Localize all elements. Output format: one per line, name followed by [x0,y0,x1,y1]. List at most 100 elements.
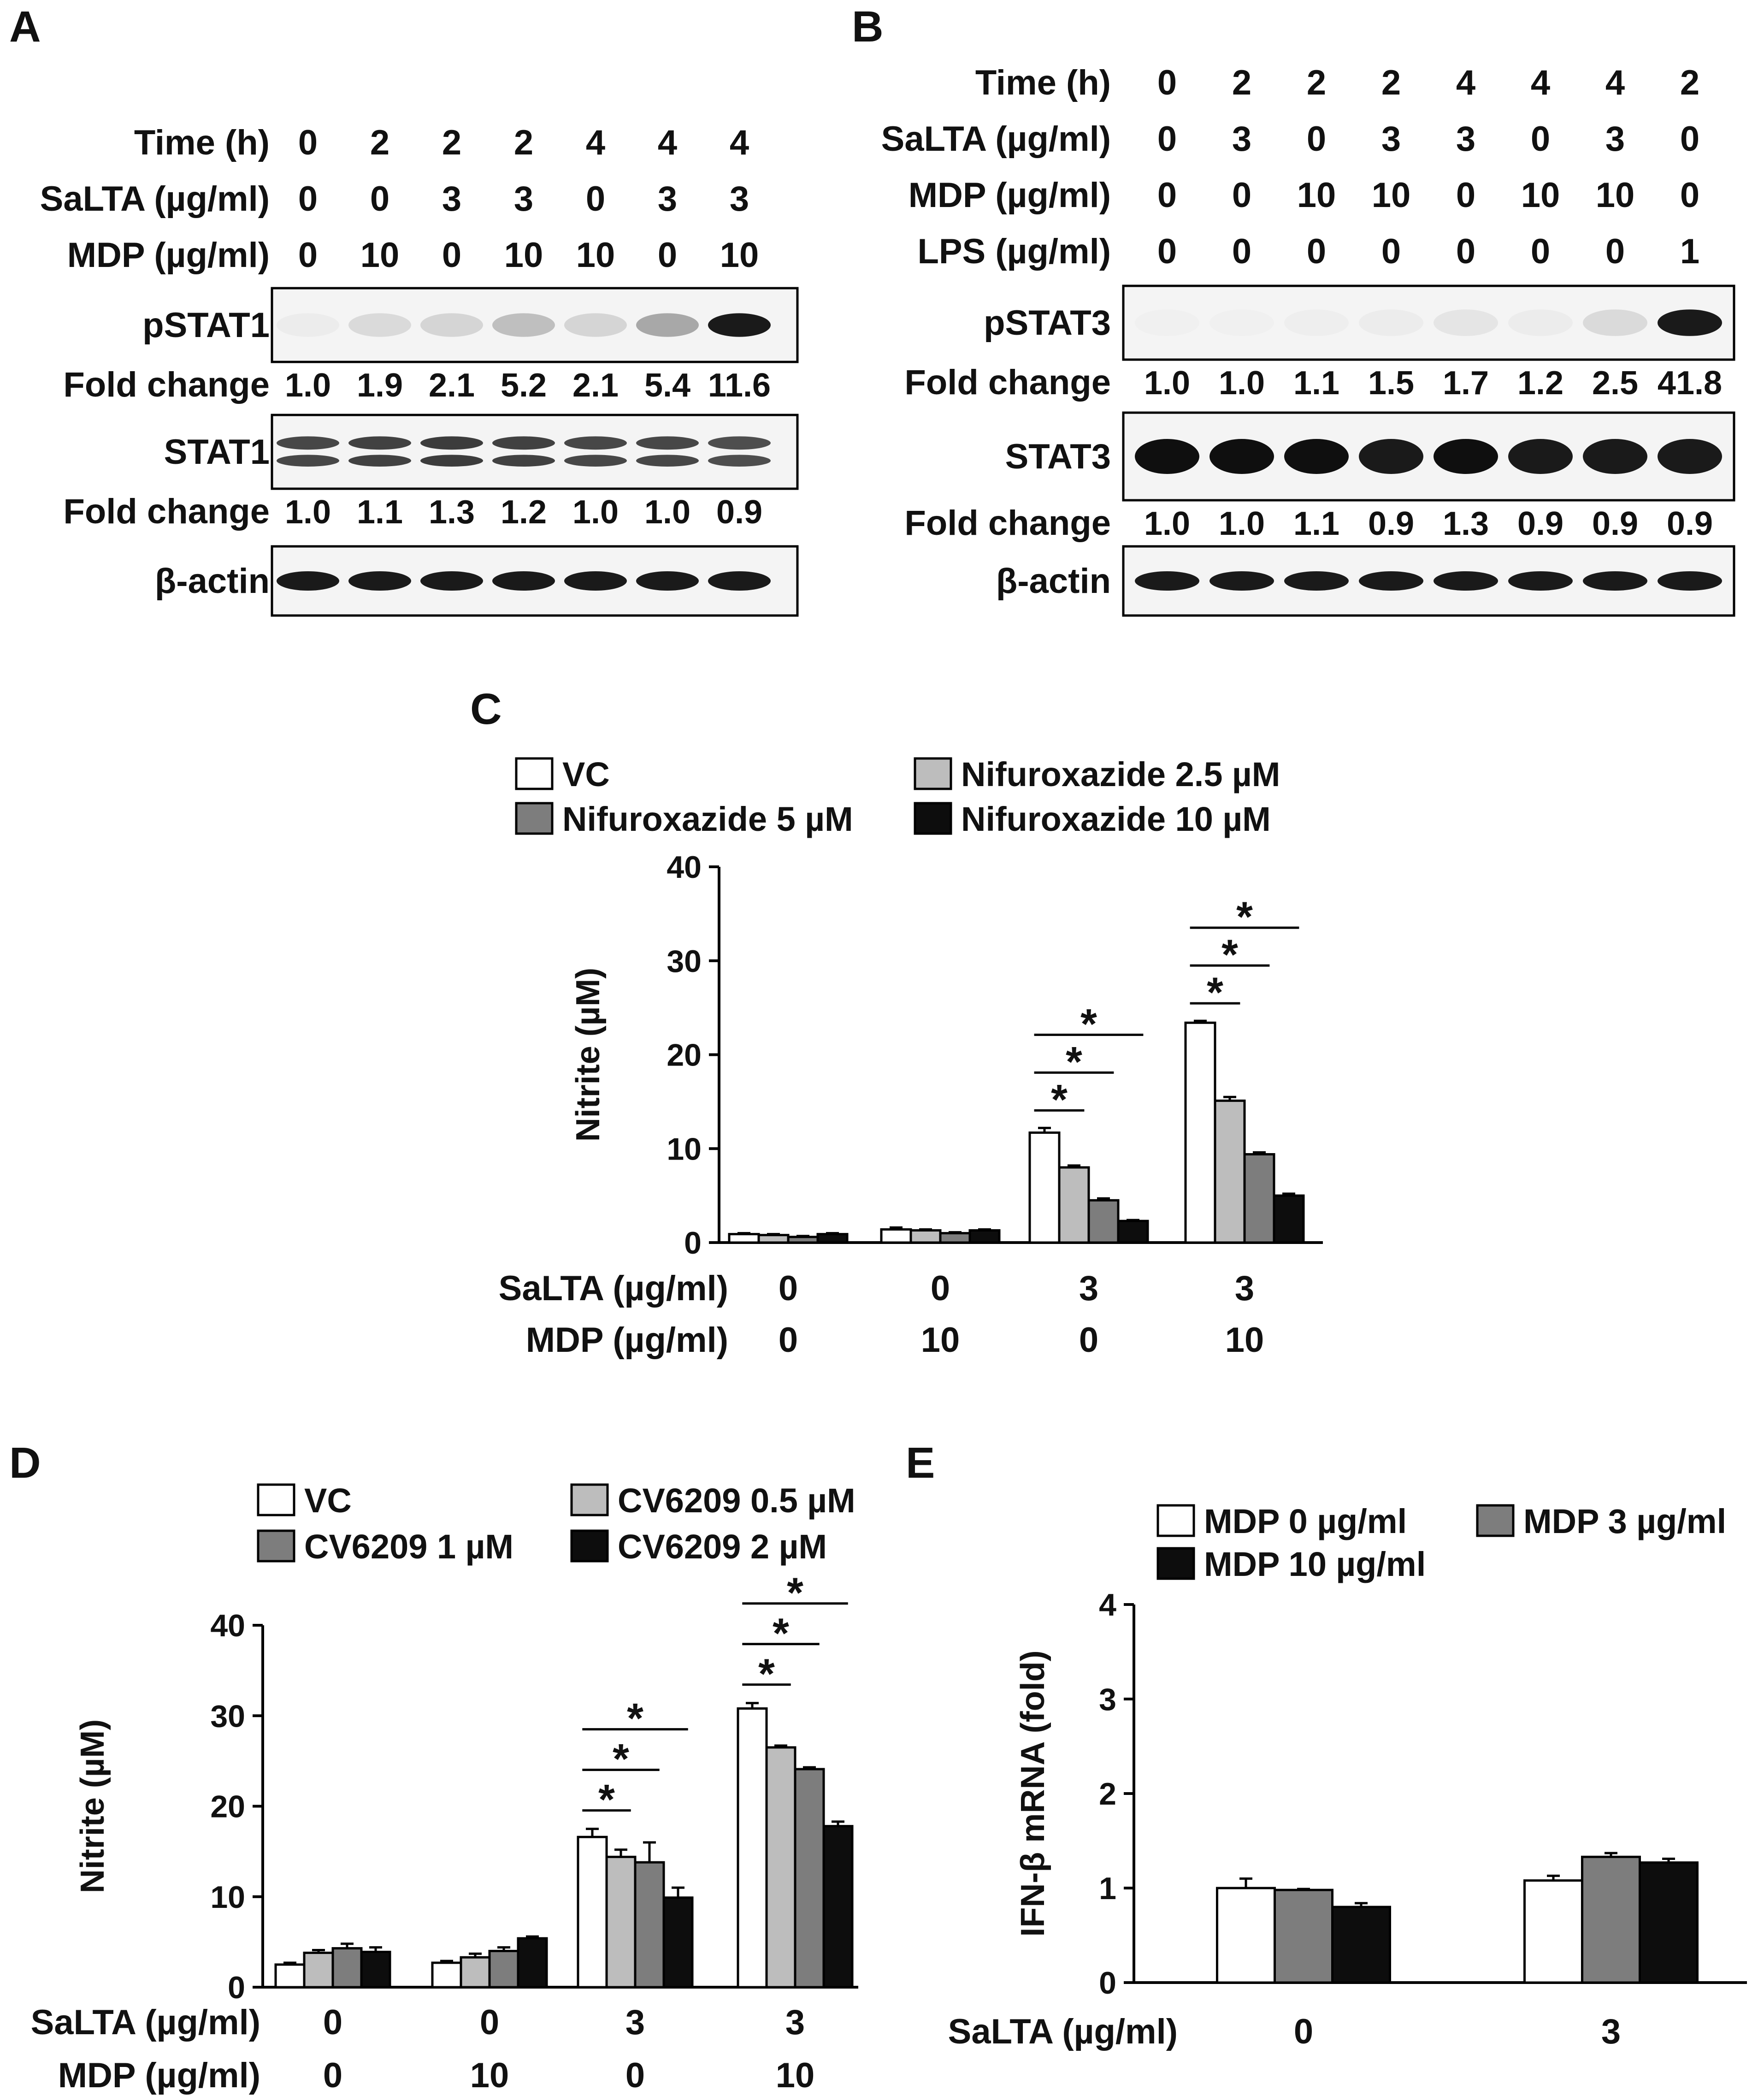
condition-value: 0 [1307,119,1326,159]
category-value: 0 [323,2056,342,2095]
legend-swatch [515,802,554,835]
significance-star: * [773,1610,789,1657]
legend-swatch [257,1529,295,1563]
band [1583,439,1647,474]
condition-value: 0 [1232,176,1251,215]
fold-change-label: Fold change [63,492,270,531]
band [1658,309,1722,336]
bar [1274,1889,1333,1984]
condition-value: 2 [1307,63,1326,102]
category-value: 10 [921,1320,960,1360]
fold-change-value: 1.0 [1219,505,1265,542]
band [1583,571,1647,591]
y-tick-label: 0 [1099,1966,1116,2001]
bar [488,1950,519,1989]
blot-label: STAT1 [164,432,270,472]
fold-change-value: 1.0 [285,494,331,531]
category-value: 0 [931,1269,950,1308]
legend-item: CV6209 0.5 µM [618,1481,855,1520]
condition-value: 4 [1456,63,1475,102]
significance-star: * [1236,894,1253,941]
fold-change-label: Fold change [63,365,270,404]
legend-item: CV6209 1 µM [304,1528,513,1566]
condition-value: 3 [514,179,533,219]
fold-change-value: 41.8 [1658,365,1722,402]
condition-value: 0 [586,179,605,219]
band [1209,439,1274,474]
significance-star: * [787,1569,803,1616]
condition-label: SaLTA (µg/ml) [881,119,1111,159]
fold-change-value: 1.3 [1443,505,1489,542]
bar [1639,1861,1699,1984]
condition-value: 3 [658,179,677,219]
condition-value: 0 [1605,232,1625,271]
condition-value: 10 [1372,176,1411,215]
blot-actin: β-actin [996,545,1735,617]
category-row-label: SaLTA (µg/ml) [499,1269,728,1308]
legend-swatch [570,1529,609,1563]
condition-label: SaLTA (µg/ml) [40,179,270,219]
y-tick-label: 10 [667,1131,702,1166]
significance-star: * [613,1736,629,1783]
fold-change-value: 1.9 [357,367,403,404]
condition-value: 2 [370,123,389,162]
category-value: 3 [1601,2012,1621,2051]
condition-label: Time (h) [134,123,270,162]
bar [822,1825,854,1989]
bar [331,1947,363,1989]
fold-change-value: 1.1 [357,494,403,531]
fold-change-value: 1.0 [1144,365,1190,402]
panel-letter-b: B [852,2,884,51]
condition-value: 3 [1456,119,1475,159]
legend-swatch [257,1483,295,1516]
band [636,313,699,337]
category-value: 0 [779,1320,798,1360]
blot-label: β-actin [996,562,1111,601]
band [708,313,771,337]
condition-value: 0 [298,123,318,162]
condition-value: 0 [1381,232,1401,271]
fold-change-value: 11.6 [708,367,771,404]
band [1135,571,1199,591]
band [1508,571,1573,591]
band [277,436,339,450]
bar [517,1937,548,1989]
bar [728,1233,760,1244]
band [564,313,627,337]
band [636,571,699,591]
category-value: 0 [625,2056,645,2095]
condition-value: 3 [1232,119,1251,159]
y-tick-label: 4 [1099,1587,1116,1622]
bar [1523,1879,1583,1984]
legend-swatch [914,802,952,835]
band [1284,309,1349,336]
band [1434,309,1498,336]
condition-value: 10 [720,236,759,275]
category-value: 0 [323,2003,342,2042]
band [1209,571,1274,591]
blot-pstat1: pSTAT1 Fold change 1.0 1.9 2.1 5.2 2.1 5.4 11.6 [63,287,799,404]
y-tick-label: 40 [667,850,702,885]
fold-change-label: Fold change [904,503,1111,543]
bar [765,1746,796,1989]
y-axis-label: Nitrite (µM) [570,968,607,1142]
condition-value: 0 [1157,176,1177,215]
category-row-label: SaLTA (µg/ml) [948,2012,1178,2051]
legend-swatch [515,757,554,790]
condition-value: 0 [298,236,318,275]
bar [460,1956,491,1989]
bar [737,1707,768,1989]
band [420,436,483,450]
condition-value: 10 [1297,176,1336,215]
band [1359,309,1423,336]
fold-change-value: 2.1 [572,367,619,404]
fold-change-value: 5.2 [501,367,547,404]
category-row-label: SaLTA (µg/ml) [31,2003,260,2042]
condition-value: 4 [658,123,677,162]
significance-star: * [1051,1076,1068,1123]
blot-stat1: STAT1 Fold change 1.0 1.1 1.3 1.2 1.0 1.0 0.9 [63,414,799,531]
bar [1058,1166,1090,1244]
fold-change-value: 2.1 [429,367,475,404]
condition-value: 2 [1680,63,1699,102]
band [492,455,555,467]
